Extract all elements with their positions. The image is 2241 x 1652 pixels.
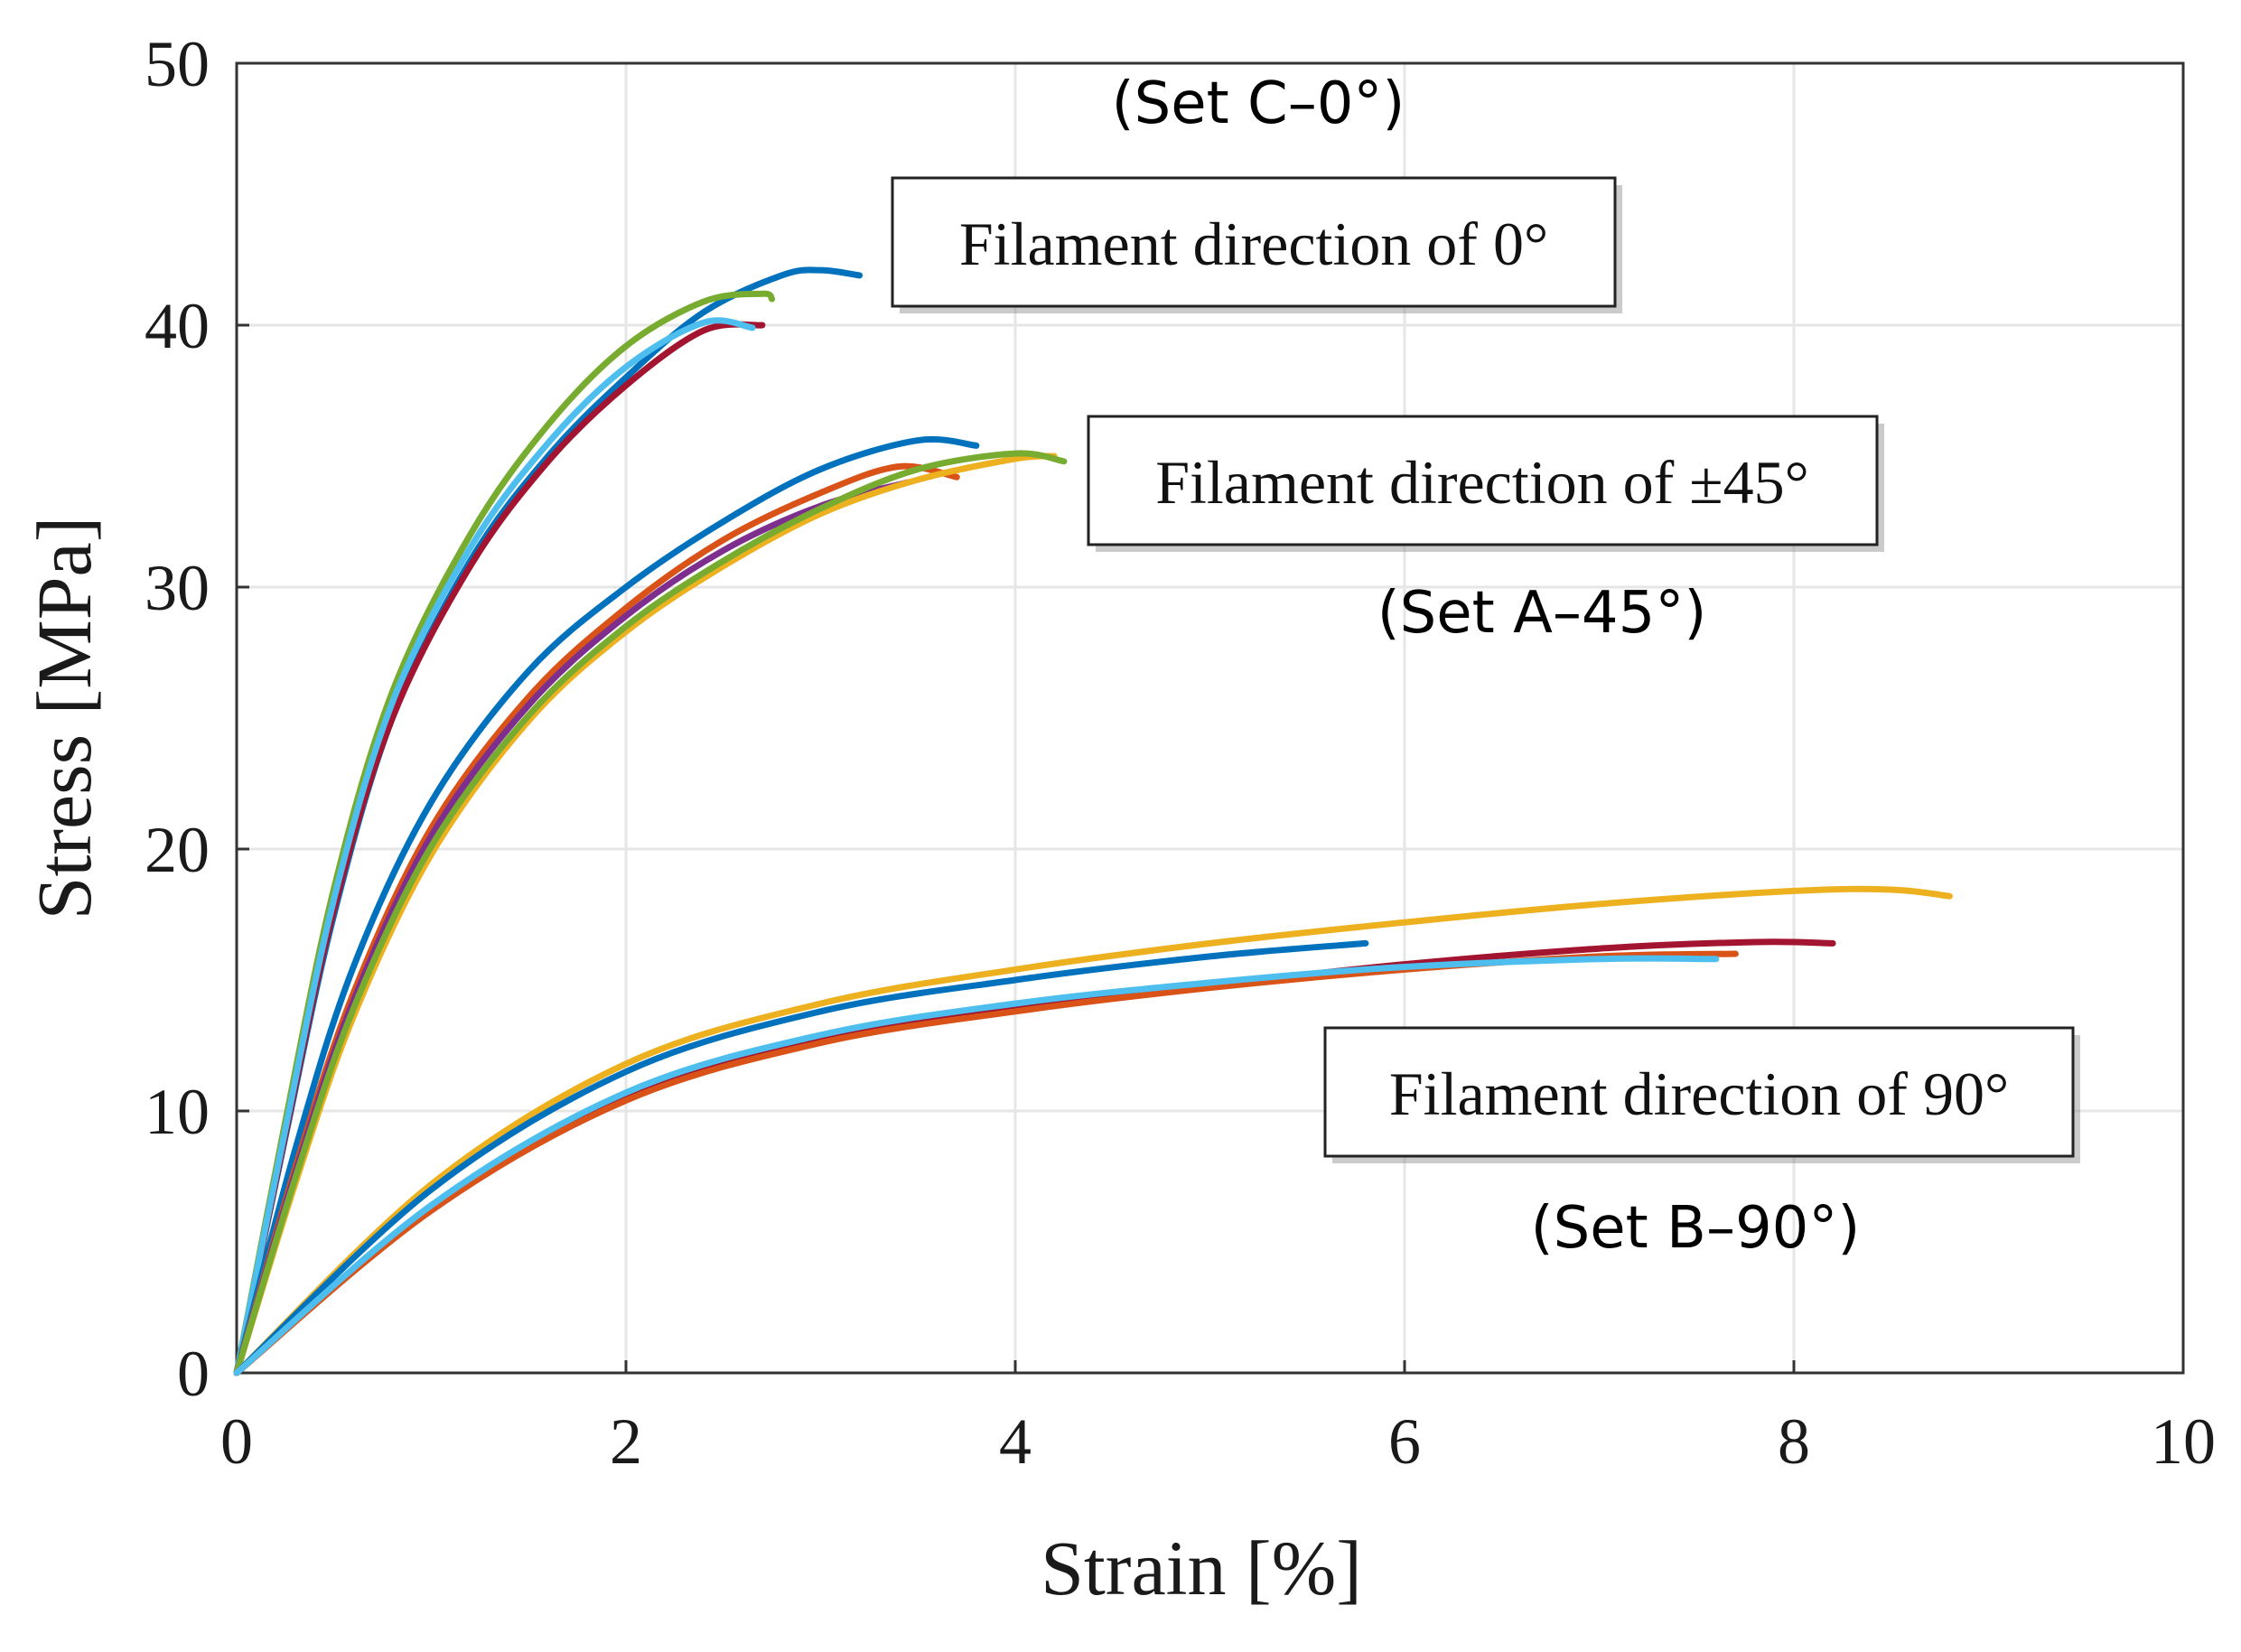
axes [235,61,2185,1375]
y-tick-label: 40 [145,290,210,362]
annotation-box-90-label: Filament direction of 90° [1389,1059,2009,1128]
x-axis-title: Strain [%] [1041,1525,1362,1611]
series-line-90-11 [233,939,1369,1377]
annotation-box-45-label: Filament direction of ±45° [1155,448,1809,517]
y-tick-label: 20 [145,814,210,886]
x-tick-label: 10 [2151,1405,2216,1478]
series-line-90-10 [233,885,1953,1377]
y-axis-title: Stress [MPa] [21,517,107,920]
y-tick-label: 10 [145,1076,210,1148]
y-tick-label: 30 [145,552,210,624]
annotation-box-0-label: Filament direction of 0° [959,210,1548,278]
series-lines [233,266,1953,1377]
plot-frame [235,61,2185,1375]
x-tick-label: 2 [610,1405,642,1478]
set-b-label: (Set B–90°) [1531,1195,1861,1262]
x-tick-label: 8 [1778,1405,1810,1478]
series-line-45-9 [233,450,1068,1377]
set-a-label: (Set A–45°) [1377,580,1707,647]
tick-labels: 0 2 4 6 8 10 0 10 20 30 40 50 [145,28,2216,1478]
set-c-label: (Set C–0°) [1112,70,1405,137]
annotation-box-90: Filament direction of 90° [1323,1026,2080,1163]
series-line-0-4 [233,317,756,1377]
x-tick-label: 4 [999,1405,1032,1478]
annotation-box-0: Filament direction of 0° [891,176,1622,313]
x-tick-label: 0 [220,1405,253,1478]
x-tick-label: 6 [1388,1405,1421,1478]
series-line-45-5 [233,435,980,1377]
annotation-box-45: Filament direction of ±45° [1087,415,1884,552]
y-tick-label: 0 [177,1338,210,1410]
y-tick-label: 50 [145,28,210,100]
series-line-90-14 [233,955,1720,1377]
